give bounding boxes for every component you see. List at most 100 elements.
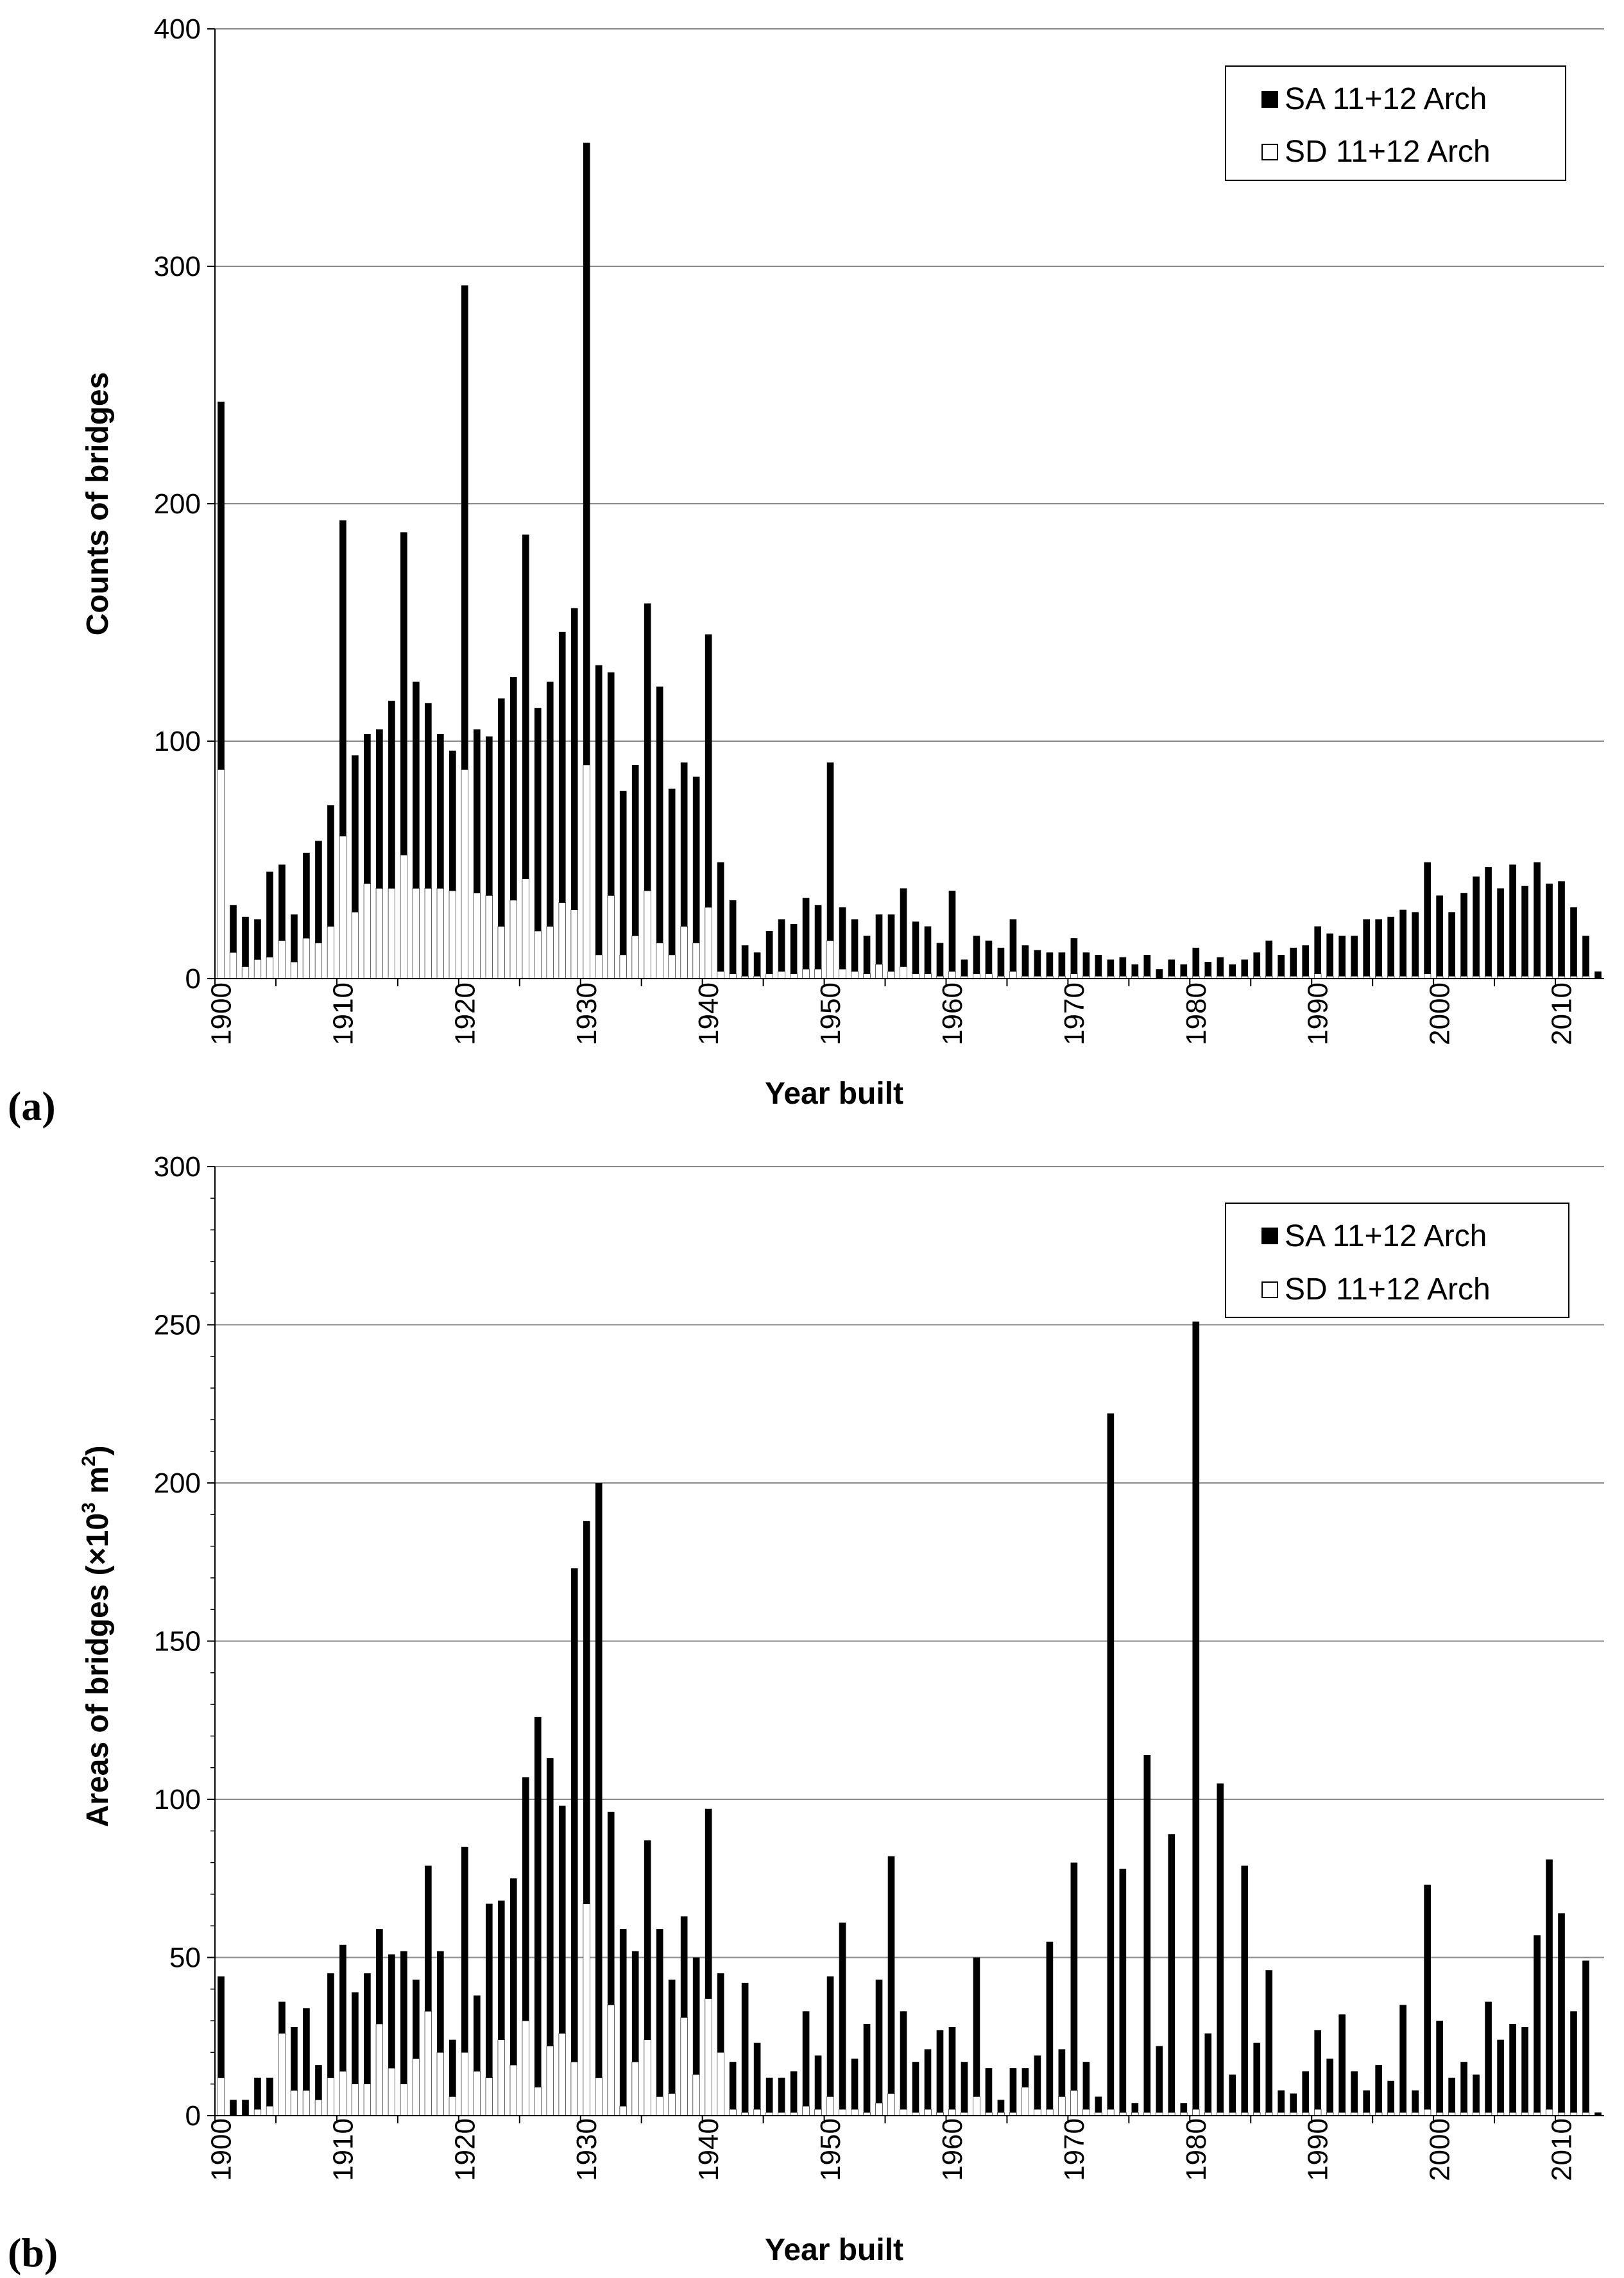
chart-b-x-tick-label: 2010 [1546, 2118, 1578, 2181]
chart-b-bar-sd [802, 2105, 810, 2116]
chart-b-x-tick-label: 1930 [571, 2118, 603, 2181]
chart-a-bar-sd [680, 926, 688, 979]
chart-b-x-tick-label: 1990 [1303, 2118, 1334, 2181]
chart-b-bar-sa [1156, 2046, 1163, 2116]
chart-a-bar-sa [1229, 964, 1236, 979]
chart-a-bar-sa [497, 698, 505, 979]
chart-a-bar-sd [570, 909, 578, 979]
chart-b-bar-sa [303, 2008, 310, 2116]
chart-b-bar-sa [327, 1973, 334, 2116]
chart-b-y-tick-label: 50 [169, 1942, 201, 1974]
chart-a-bar-sa [973, 936, 980, 979]
chart-b-bar-sa [473, 1995, 481, 2116]
chart-a-bar-sa [1131, 964, 1139, 979]
chart-a-bar-sd [253, 959, 262, 979]
chart-b-legend-sa-swatch [1261, 1228, 1278, 1244]
chart-b-legend-box [1225, 1203, 1569, 1318]
chart-b-bar-sa [1363, 2090, 1370, 2116]
chart-a-bar-sd [778, 971, 785, 979]
chart-a-bar-sa [509, 677, 517, 979]
chart-a-bar-sa [1217, 957, 1224, 979]
chart-b-bar-sd [449, 2096, 456, 2116]
chart-b-bar-sa [1229, 2074, 1236, 2116]
chart-a-bar-sa [656, 686, 663, 979]
chart-a-bar-sa [461, 285, 468, 979]
chart-b-bar-sa [1485, 2001, 1492, 2116]
chart-a-bar-sa [425, 703, 432, 979]
chart-b-legend-sd-label: SD 11+12 Arch [1285, 1272, 1491, 1306]
chart-a-x-tick-label: 1940 [693, 982, 724, 1045]
chart-b-bar-sd [351, 2084, 359, 2116]
chart-a-bar-sa [668, 789, 676, 979]
chart-a-bar-sa [644, 603, 651, 979]
chart-a-legend-box [1225, 65, 1566, 181]
chart-a-bar-sa [1143, 955, 1151, 979]
chart-a-bar-sa [729, 900, 737, 979]
chart-a-x-tick-label: 1950 [815, 982, 846, 1045]
chart-a-bar-sa [717, 862, 724, 979]
chart-b-bar-sa [218, 1976, 225, 2116]
chart-b-bar-sa [668, 1980, 676, 2116]
chart-b-bar-sa [1497, 2039, 1504, 2116]
chart-a-bar-sa [230, 905, 237, 979]
chart-b-bar-sd [973, 2096, 980, 2116]
chart-b-bar-sa [680, 1916, 688, 2116]
chart-b-bar-sa [1131, 2103, 1139, 2116]
chart-a-bar-sd [241, 966, 250, 979]
chart-a-bar-sa [1521, 886, 1528, 979]
chart-a-bar-sd [1070, 973, 1078, 979]
chart-a-x-tick-label: 1980 [1181, 982, 1212, 1045]
chart-b-bar-sa [1448, 2077, 1455, 2116]
chart-a-x-tick-label: 2000 [1424, 982, 1456, 1045]
chart-b-bar-sa [497, 1900, 505, 2116]
chart-b-bar-sa [291, 2026, 298, 2116]
chart-b-bar-sd [595, 2077, 603, 2116]
chart-b-bar-sd [424, 2011, 432, 2116]
chart-a-bar-sa [1107, 959, 1115, 979]
chart-a-bar-sd [290, 961, 298, 979]
chart-a-bar-sa [546, 681, 554, 979]
chart-a-bar-sd [412, 888, 420, 979]
chart-b-bar-sd [461, 2052, 468, 2116]
chart-a-bar-sa [1582, 936, 1589, 979]
chart-b-bar-sa [1241, 1865, 1249, 2116]
chart-a-gridlines [215, 28, 1604, 742]
chart-b-bar-sa [1204, 2033, 1212, 2116]
chart-b-bar-sa [948, 2026, 956, 2116]
chart-a-bar-sd [266, 957, 274, 979]
chart-b-bar-sa [1338, 2014, 1346, 2116]
chart-b-bar-sd [924, 2109, 932, 2116]
chart-b-bar-sa [1070, 1862, 1078, 2116]
chart-a-bar-sd [522, 878, 529, 979]
chart-b-bar-sd [497, 2039, 505, 2116]
chart-a-bar-sa [900, 888, 907, 979]
chart-a-bar-sd [217, 769, 225, 979]
chart-b-bar-sa [717, 1973, 724, 2116]
chart-a-bar-sa [814, 905, 822, 979]
chart-b-bar-sa [753, 2042, 761, 2116]
chart-a-bar-sa [1473, 876, 1480, 979]
chart-b-bar-sa [1351, 2071, 1358, 2116]
chart-a-bar-sa [1570, 907, 1577, 979]
chart-a-bar-sa [912, 921, 919, 979]
chart-a-bar-sd [314, 943, 323, 979]
chart-b-bar-sd [887, 2093, 895, 2116]
chart-a-bar-sa [437, 733, 444, 979]
chart-a-bar-sa [595, 665, 603, 979]
chart-a-bar-sa [1204, 962, 1212, 979]
chart-a-bar-sa [875, 914, 883, 979]
chart-a-bar-sa [1546, 884, 1553, 979]
chart-a-y-tick-label: 400 [154, 13, 201, 45]
chart-b-bar-sa [1399, 2005, 1406, 2116]
chart-a-bar-sa [705, 634, 712, 979]
chart-a-bar-sd [973, 973, 980, 979]
chart-b-x-tick-label: 1920 [449, 2118, 481, 2181]
chart-b-bar-sd [839, 2109, 846, 2116]
chart-b-x-tick-label: 1960 [937, 2118, 968, 2181]
chart-a-bar-sa [558, 631, 566, 979]
chart-b-bar-sd [290, 2090, 298, 2116]
chart-b-bar-sa [315, 2065, 322, 2116]
